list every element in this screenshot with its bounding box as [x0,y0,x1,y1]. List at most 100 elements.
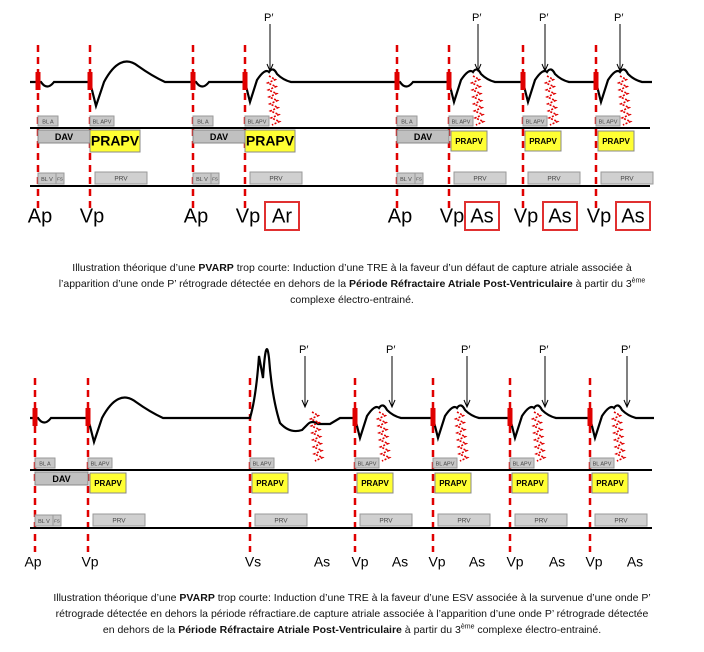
box-label: BL A [197,119,209,125]
p-arrowhead [623,399,631,409]
box-label: BL A [401,119,413,125]
event-box [264,201,300,231]
pace-spike [87,72,93,90]
box [595,115,621,127]
caption-text: à partir du 3 [572,278,632,290]
pace-spike [593,72,599,90]
p-label: P′ [461,344,470,356]
p-arrowhead [266,63,274,73]
box [589,457,615,469]
caption-text: Illustration théorique d’une [53,592,180,604]
box [354,457,380,469]
event-label: As [627,554,643,570]
event-label: As [549,554,565,570]
retrograde-p [543,75,560,126]
box [597,130,635,152]
box-label: FS [416,177,422,182]
box-label: PRV [269,176,283,183]
retrograde-p [530,411,547,462]
caption-line: l’apparition d’une onde P’ rétrograde dé… [10,276,694,292]
box-label: BL APV [91,461,110,467]
box [89,472,127,494]
event-label: As [470,205,493,227]
box [254,513,308,527]
event-label: Vp [587,205,611,227]
box [524,130,562,152]
caption-text: PVARP [198,262,234,274]
box-label: PRAPV [94,479,122,488]
caption-line: rétrograde détectée en dehors la période… [10,606,694,622]
box [359,513,413,527]
box-label: DAV [414,132,432,142]
box [450,130,488,152]
box-label: BL APV [253,461,272,467]
box-label: BL APV [93,119,112,125]
box [34,457,56,469]
event-label: Vp [585,554,602,570]
box-label: PRAPV [439,479,467,488]
box [192,115,214,127]
box-label: PRV [114,176,128,183]
caption-text: ème [631,277,646,285]
caption-text: en dehors de la [102,624,179,636]
pace-spike [587,408,593,426]
box-label: PRV [547,176,561,183]
p-label: P′ [386,344,395,356]
box-label: BL APV [599,119,618,125]
caption-text: l’apparition d’une onde P’ rétrograde dé… [58,278,350,290]
p-arrowhead [541,399,549,409]
box-label: BL V [38,519,50,525]
retrograde-p [375,411,392,462]
box [527,171,581,185]
box [210,172,220,185]
retrograde-p [610,411,627,462]
p-arrowhead [388,399,396,409]
box [448,115,474,127]
box-label: FS [57,177,63,182]
box-label: BL APV [248,119,267,125]
box [89,115,115,127]
box [396,129,450,144]
event-label: Vp [236,205,260,227]
box-label: BL APV [452,119,471,125]
box-label: PRAPV [529,137,557,146]
box-label: PRAPV [596,479,624,488]
caption-text: trop courte: Induction d’une TRE à la fa… [233,262,632,274]
event-label: Vp [80,205,104,227]
caption-text: complexe électro-entrainé. [290,294,414,306]
p-label: P′ [299,344,308,356]
box-label: FS [212,177,218,182]
box-label: PRAPV [256,479,284,488]
box-label: BL APV [593,461,612,467]
caption-line: Illustration théorique d’une PVARP trop … [10,260,694,276]
caption: Illustration théorique d’une PVARP trop … [10,590,694,638]
box [511,472,549,494]
ecg-trace [30,60,652,110]
box-label: BL APV [513,461,532,467]
box-label: BL V [41,177,53,183]
pace-spike [352,408,358,426]
event-label: Ap [184,205,208,227]
retrograde-p [469,75,486,126]
box [437,513,491,527]
event-box [542,201,578,231]
caption-text: ème [460,623,475,631]
box-label: BL A [42,119,54,125]
box [89,129,141,153]
box [251,472,289,494]
event-box [615,201,651,231]
pace-spike [85,408,91,426]
event-label: Vp [514,205,538,227]
event-label: Ap [28,205,52,227]
caption: Illustration théorique d’une PVARP trop … [10,260,694,308]
box [37,115,59,127]
box-label: PRV [274,518,288,525]
box-label: PRAPV [246,133,295,149]
retrograde-p [265,75,282,126]
box [396,115,418,127]
pace-spike [446,72,452,90]
p-arrowhead [474,63,482,73]
p-arrowhead [616,63,624,73]
box [432,457,458,469]
